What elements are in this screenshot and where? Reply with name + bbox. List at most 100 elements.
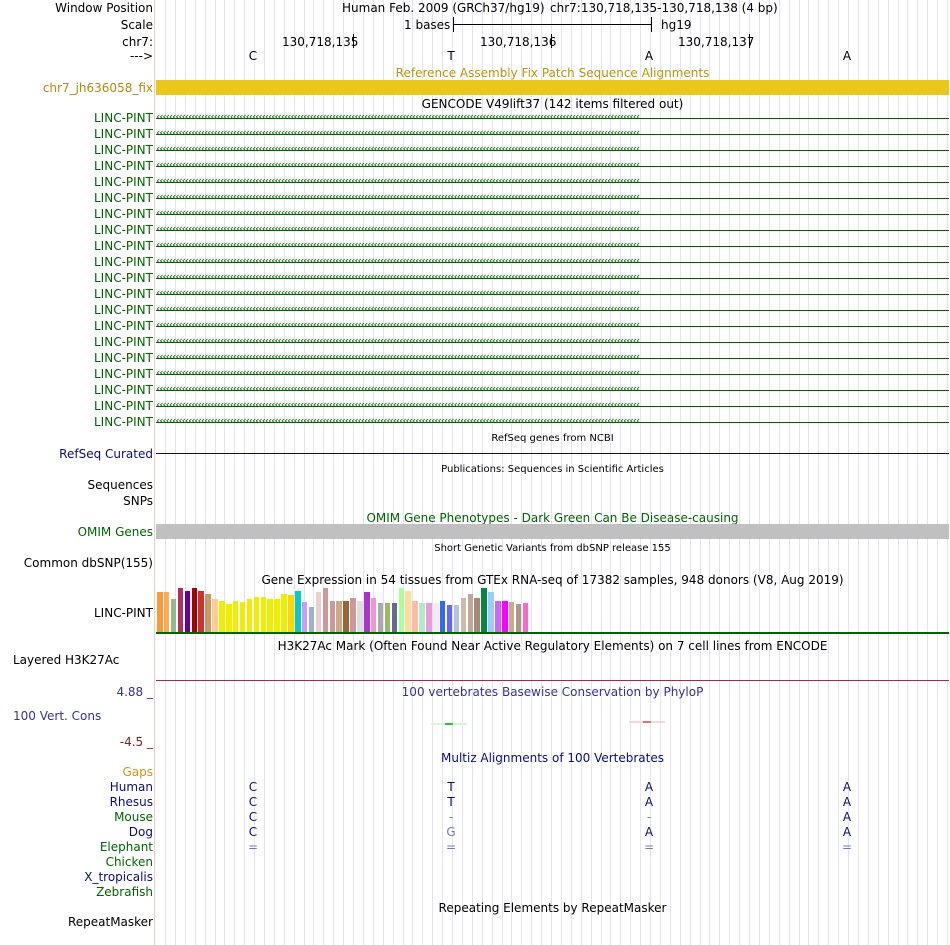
gtex-bar-chart[interactable]	[157, 588, 557, 632]
gencode-item-label[interactable]: LINC-PINT	[94, 303, 153, 317]
gtex-tissue-bar[interactable]	[426, 603, 432, 632]
gencode-item-intron[interactable]: ‹‹‹‹‹‹‹‹‹‹‹‹‹‹‹‹‹‹‹‹‹‹‹‹‹‹‹‹‹‹‹‹‹‹‹‹‹‹‹‹…	[156, 351, 949, 365]
multiz-species-label[interactable]: Dog	[128, 825, 153, 839]
multiz-species-label[interactable]: Mouse	[114, 810, 153, 824]
gtex-tissue-bar[interactable]	[170, 599, 177, 632]
gtex-tissue-bar[interactable]	[364, 592, 370, 632]
omim-bar[interactable]	[156, 524, 949, 539]
gtex-label[interactable]: LINC-PINT	[94, 606, 153, 620]
h3k27ac-label[interactable]: Layered H3K27Ac	[13, 653, 120, 667]
gtex-tissue-bar[interactable]	[288, 595, 294, 632]
refseq-label[interactable]: RefSeq Curated	[59, 447, 153, 461]
gtex-tissue-bar[interactable]	[322, 588, 329, 632]
gencode-item-label[interactable]: LINC-PINT	[94, 319, 153, 333]
gencode-item-intron[interactable]: ‹‹‹‹‹‹‹‹‹‹‹‹‹‹‹‹‹‹‹‹‹‹‹‹‹‹‹‹‹‹‹‹‹‹‹‹‹‹‹‹…	[156, 143, 949, 157]
position-text[interactable]: chr7:130,718,135-130,718,138 (4 bp)	[550, 1, 778, 15]
gtex-tissue-bar[interactable]	[495, 601, 501, 632]
gencode-item-label[interactable]: LINC-PINT	[94, 207, 153, 221]
conservation-label[interactable]: 100 Vert. Cons	[13, 709, 102, 723]
gtex-tissue-bar[interactable]	[198, 591, 204, 632]
gtex-tissue-bar[interactable]	[502, 601, 508, 632]
gtex-tissue-bar[interactable]	[177, 588, 184, 632]
gtex-tissue-bar[interactable]	[157, 592, 163, 632]
multiz-species-label[interactable]: Rhesus	[109, 795, 153, 809]
gencode-item-label[interactable]: LINC-PINT	[94, 223, 153, 237]
gtex-tissue-bar[interactable]	[453, 605, 460, 632]
gencode-item-label[interactable]: LINC-PINT	[94, 111, 153, 125]
gencode-item-intron[interactable]: ‹‹‹‹‹‹‹‹‹‹‹‹‹‹‹‹‹‹‹‹‹‹‹‹‹‹‹‹‹‹‹‹‹‹‹‹‹‹‹‹…	[156, 287, 949, 301]
gtex-tissue-bar[interactable]	[308, 607, 315, 632]
gtex-tissue-bar[interactable]	[253, 597, 260, 632]
repeatmasker-label[interactable]: RepeatMasker	[67, 915, 153, 929]
gencode-item-intron[interactable]: ‹‹‹‹‹‹‹‹‹‹‹‹‹‹‹‹‹‹‹‹‹‹‹‹‹‹‹‹‹‹‹‹‹‹‹‹‹‹‹‹…	[156, 159, 949, 173]
omim-label[interactable]: OMIM Genes	[77, 525, 153, 539]
gencode-item-label[interactable]: LINC-PINT	[94, 255, 153, 269]
gtex-tissue-bar[interactable]	[446, 605, 453, 632]
gencode-item-intron[interactable]: ‹‹‹‹‹‹‹‹‹‹‹‹‹‹‹‹‹‹‹‹‹‹‹‹‹‹‹‹‹‹‹‹‹‹‹‹‹‹‹‹…	[156, 175, 949, 189]
gtex-tissue-bar[interactable]	[377, 603, 384, 632]
gtex-tissue-bar[interactable]	[391, 603, 398, 632]
gencode-item-intron[interactable]: ‹‹‹‹‹‹‹‹‹‹‹‹‹‹‹‹‹‹‹‹‹‹‹‹‹‹‹‹‹‹‹‹‹‹‹‹‹‹‹‹…	[156, 271, 949, 285]
dbsnp-label[interactable]: Common dbSNP(155)	[23, 556, 153, 570]
fix-patch-label[interactable]: chr7_jh636058_fix	[42, 81, 153, 95]
gtex-tissue-bar[interactable]	[295, 591, 301, 632]
gtex-tissue-bar[interactable]	[336, 601, 342, 632]
gtex-tissue-bar[interactable]	[226, 604, 232, 632]
gtex-tissue-bar[interactable]	[246, 599, 253, 632]
gtex-tissue-bar[interactable]	[315, 592, 322, 632]
gencode-item-label[interactable]: LINC-PINT	[94, 239, 153, 253]
gtex-tissue-bar[interactable]	[343, 601, 349, 632]
multiz-species-label[interactable]: Human	[109, 780, 153, 794]
gtex-tissue-bar[interactable]	[260, 597, 266, 632]
gencode-item-intron[interactable]: ‹‹‹‹‹‹‹‹‹‹‹‹‹‹‹‹‹‹‹‹‹‹‹‹‹‹‹‹‹‹‹‹‹‹‹‹‹‹‹‹…	[156, 255, 949, 269]
gtex-tissue-bar[interactable]	[184, 591, 191, 632]
gencode-item-label[interactable]: LINC-PINT	[94, 287, 153, 301]
gencode-item-intron[interactable]: ‹‹‹‹‹‹‹‹‹‹‹‹‹‹‹‹‹‹‹‹‹‹‹‹‹‹‹‹‹‹‹‹‹‹‹‹‹‹‹‹…	[156, 111, 949, 125]
gtex-tissue-bar[interactable]	[191, 588, 197, 632]
gencode-item-intron[interactable]: ‹‹‹‹‹‹‹‹‹‹‹‹‹‹‹‹‹‹‹‹‹‹‹‹‹‹‹‹‹‹‹‹‹‹‹‹‹‹‹‹…	[156, 399, 949, 413]
publications-label[interactable]: Sequences	[87, 478, 153, 492]
gtex-tissue-bar[interactable]	[329, 601, 335, 632]
gtex-tissue-bar[interactable]	[163, 592, 170, 632]
gencode-item-intron[interactable]: ‹‹‹‹‹‹‹‹‹‹‹‹‹‹‹‹‹‹‹‹‹‹‹‹‹‹‹‹‹‹‹‹‹‹‹‹‹‹‹‹…	[156, 319, 949, 333]
gencode-item-intron[interactable]: ‹‹‹‹‹‹‹‹‹‹‹‹‹‹‹‹‹‹‹‹‹‹‹‹‹‹‹‹‹‹‹‹‹‹‹‹‹‹‹‹…	[156, 191, 949, 205]
gencode-item-label[interactable]: LINC-PINT	[94, 159, 153, 173]
fix-patch-bar[interactable]	[156, 80, 949, 95]
multiz-species-label[interactable]: Chicken	[105, 855, 153, 869]
gtex-tissue-bar[interactable]	[274, 599, 280, 632]
gtex-tissue-bar[interactable]	[433, 603, 439, 632]
gencode-item-label[interactable]: LINC-PINT	[94, 383, 153, 397]
gtex-tissue-bar[interactable]	[405, 591, 411, 632]
gencode-item-intron[interactable]: ‹‹‹‹‹‹‹‹‹‹‹‹‹‹‹‹‹‹‹‹‹‹‹‹‹‹‹‹‹‹‹‹‹‹‹‹‹‹‹‹…	[156, 335, 949, 349]
gtex-tissue-bar[interactable]	[467, 594, 473, 632]
gencode-item-intron[interactable]: ‹‹‹‹‹‹‹‹‹‹‹‹‹‹‹‹‹‹‹‹‹‹‹‹‹‹‹‹‹‹‹‹‹‹‹‹‹‹‹‹…	[156, 223, 949, 237]
gtex-tissue-bar[interactable]	[460, 598, 467, 632]
gtex-tissue-bar[interactable]	[515, 604, 522, 632]
gtex-tissue-bar[interactable]	[357, 601, 363, 632]
gencode-item-intron[interactable]: ‹‹‹‹‹‹‹‹‹‹‹‹‹‹‹‹‹‹‹‹‹‹‹‹‹‹‹‹‹‹‹‹‹‹‹‹‹‹‹‹…	[156, 415, 949, 429]
gtex-tissue-bar[interactable]	[281, 594, 287, 632]
gtex-tissue-bar[interactable]	[384, 603, 391, 632]
gencode-item-label[interactable]: LINC-PINT	[94, 143, 153, 157]
gencode-item-intron[interactable]: ‹‹‹‹‹‹‹‹‹‹‹‹‹‹‹‹‹‹‹‹‹‹‹‹‹‹‹‹‹‹‹‹‹‹‹‹‹‹‹‹…	[156, 383, 949, 397]
gtex-tissue-bar[interactable]	[488, 592, 494, 632]
gencode-item-intron[interactable]: ‹‹‹‹‹‹‹‹‹‹‹‹‹‹‹‹‹‹‹‹‹‹‹‹‹‹‹‹‹‹‹‹‹‹‹‹‹‹‹‹…	[156, 127, 949, 141]
gaps-label[interactable]: Gaps	[122, 765, 153, 779]
refseq-line[interactable]	[156, 453, 949, 454]
gtex-tissue-bar[interactable]	[412, 601, 418, 632]
gtex-tissue-bar[interactable]	[398, 588, 404, 632]
gencode-item-label[interactable]: LINC-PINT	[94, 399, 153, 413]
multiz-species-label[interactable]: Zebrafish	[96, 885, 153, 899]
gencode-item-label[interactable]: LINC-PINT	[94, 351, 153, 365]
gencode-item-label[interactable]: LINC-PINT	[94, 415, 153, 429]
gtex-tissue-bar[interactable]	[205, 594, 211, 632]
multiz-species-label[interactable]: X_tropicalis	[84, 870, 153, 884]
gtex-tissue-bar[interactable]	[522, 603, 529, 632]
gtex-tissue-bar[interactable]	[481, 588, 487, 632]
gtex-tissue-bar[interactable]	[508, 602, 515, 632]
gtex-tissue-bar[interactable]	[419, 603, 425, 632]
gencode-item-label[interactable]: LINC-PINT	[94, 127, 153, 141]
gtex-tissue-bar[interactable]	[239, 602, 246, 632]
gencode-item-label[interactable]: LINC-PINT	[94, 175, 153, 189]
snps-label[interactable]: SNPs	[123, 494, 153, 508]
